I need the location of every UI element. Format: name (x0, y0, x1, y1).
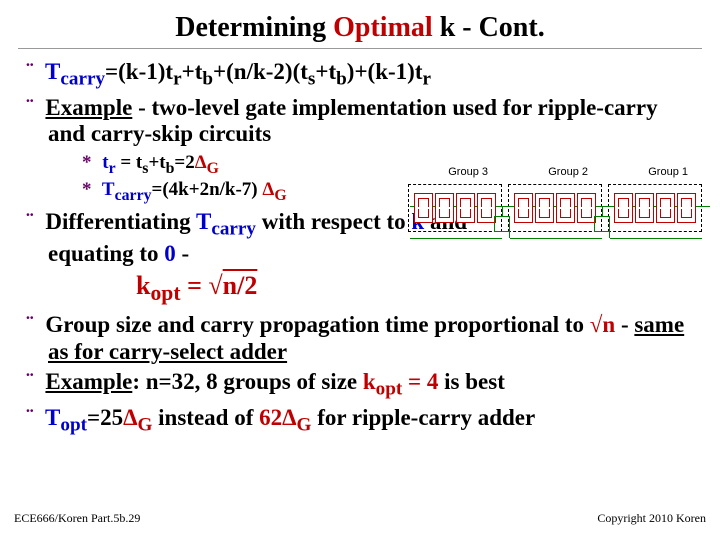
formula-kopt: kopt = n/2 (136, 271, 700, 306)
bullet-tcarry: Tcarry=(k-1)tr+tb+(n/k-2)(ts+tb)+(k-1)tr (26, 59, 700, 91)
skip-box1 (594, 216, 610, 232)
footer-right: Copyright 2010 Koren (597, 511, 706, 526)
bullet-groupsize: Group size and carry propagation time pr… (26, 312, 700, 365)
diagram-carryskip: Group 1 Group 2 Group 3 (410, 166, 710, 244)
bullet-topt: Topt=25ΔG instead of 62ΔG for ripple-car… (26, 405, 700, 437)
bullet-example1: Example - two-level gate implementation … (26, 95, 700, 148)
footer-left: ECE666/Koren Part.5b.29 (14, 511, 140, 526)
title-mid: Optimal (333, 12, 433, 43)
bullet-differentiate: Differentiating Tcarry with respect to k… (26, 209, 468, 267)
title-k: k (433, 12, 456, 43)
title-lead: Determining (175, 12, 333, 43)
label-group3: Group 3 (448, 166, 488, 178)
label-group1: Group 1 (648, 166, 688, 178)
skip-box2 (494, 216, 510, 232)
title-tail: - Cont. (455, 12, 544, 43)
slide-title: Determining Optimal k - Cont. (18, 0, 702, 49)
bullet-example2: Example: n=32, 8 groups of size kopt = 4… (26, 369, 700, 401)
footer: ECE666/Koren Part.5b.29 Copyright 2010 K… (14, 511, 706, 526)
label-group2: Group 2 (548, 166, 588, 178)
